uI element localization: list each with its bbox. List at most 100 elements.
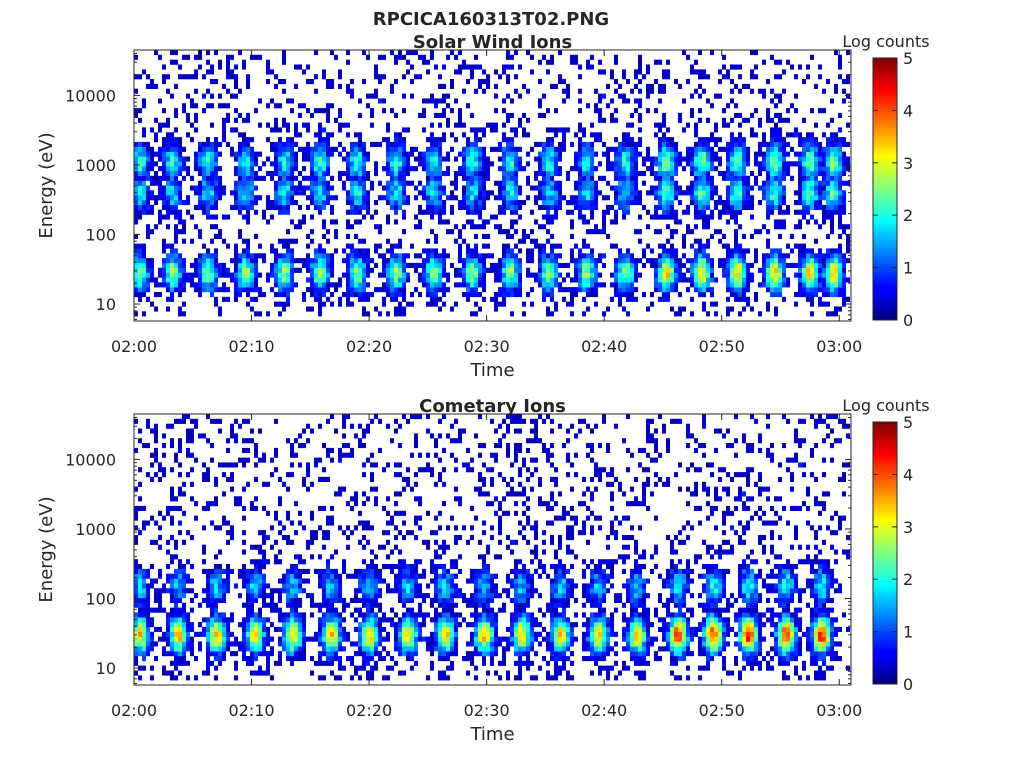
heatmap-cell	[574, 151, 578, 157]
heatmap-cell	[266, 137, 270, 143]
heatmap-cell	[442, 132, 446, 138]
heatmap-cell	[798, 267, 802, 273]
heatmap-cell	[434, 156, 438, 162]
heatmap-cell	[226, 141, 230, 147]
heatmap-cell	[566, 88, 570, 94]
heatmap-cell	[734, 296, 738, 302]
heatmap-cell	[238, 267, 242, 273]
heatmap-cell	[706, 166, 710, 172]
heatmap-cell	[242, 262, 246, 268]
heatmap-cell	[530, 258, 534, 264]
heatmap-cell	[214, 287, 218, 293]
heatmap-cell	[342, 185, 346, 191]
heatmap-cell	[510, 175, 514, 181]
heatmap-cell	[286, 190, 290, 196]
heatmap-cell	[146, 74, 150, 80]
heatmap-cell	[190, 651, 194, 657]
heatmap-cell	[526, 161, 530, 167]
heatmap-cell	[178, 486, 182, 492]
heatmap-cell	[386, 277, 390, 283]
heatmap-cell	[834, 132, 838, 138]
heatmap-cell	[630, 146, 634, 152]
heatmap-cell	[826, 146, 830, 152]
heatmap-cell	[590, 262, 594, 268]
heatmap-cell	[666, 190, 670, 196]
heatmap-cell	[282, 59, 286, 65]
heatmap-cell	[306, 151, 310, 157]
heatmap-cell	[694, 248, 698, 254]
heatmap-cell	[234, 282, 238, 288]
heatmap-cell	[574, 185, 578, 191]
heatmap-cell	[330, 79, 334, 85]
heatmap-cell	[694, 253, 698, 259]
heatmap-cell	[314, 195, 318, 201]
heatmap-cell	[814, 146, 818, 152]
heatmap-cell	[462, 88, 466, 94]
heatmap-cell	[426, 180, 430, 186]
heatmap-cell	[578, 151, 582, 157]
heatmap-cell	[646, 69, 650, 75]
heatmap-cell	[734, 219, 738, 225]
heatmap-cell	[350, 301, 354, 307]
heatmap-cell	[714, 122, 718, 128]
heatmap-cell	[214, 50, 218, 56]
heatmap-cell	[694, 267, 698, 273]
heatmap-cell	[138, 467, 142, 473]
heatmap-cell	[134, 204, 138, 210]
heatmap-cell	[678, 306, 682, 312]
heatmap-cell	[738, 282, 742, 288]
heatmap-cell	[226, 214, 230, 220]
heatmap-cell	[142, 200, 146, 206]
heatmap-cell	[742, 175, 746, 181]
heatmap-cell	[614, 151, 618, 157]
heatmap-cell	[150, 622, 154, 628]
heatmap-cell	[626, 98, 630, 104]
heatmap-cell	[446, 156, 450, 162]
heatmap-cell	[650, 166, 654, 172]
heatmap-cell	[422, 209, 426, 215]
heatmap-cell	[602, 282, 606, 288]
heatmap-cell	[346, 224, 350, 230]
heatmap-cell	[442, 200, 446, 206]
heatmap-cell	[766, 272, 770, 278]
heatmap-cell	[698, 209, 702, 215]
heatmap-cell	[654, 229, 658, 235]
heatmap-cell	[474, 209, 478, 215]
heatmap-cell	[282, 146, 286, 152]
heatmap-cell	[494, 93, 498, 99]
heatmap-cell	[302, 262, 306, 268]
heatmap-cell	[674, 195, 678, 201]
heatmap-cell	[670, 204, 674, 210]
heatmap-cell	[722, 209, 726, 215]
heatmap-cell	[746, 301, 750, 307]
heatmap-cell	[134, 146, 138, 152]
heatmap-cell	[470, 287, 474, 293]
heatmap-cell	[514, 74, 518, 80]
heatmap-cell	[462, 262, 466, 268]
heatmap-cell	[166, 282, 170, 288]
heatmap-cell	[618, 282, 622, 288]
heatmap-cell	[182, 583, 186, 589]
heatmap-cell	[586, 180, 590, 186]
heatmap-cell	[562, 146, 566, 152]
heatmap-cell	[498, 180, 502, 186]
heatmap-cell	[402, 185, 406, 191]
heatmap-cell	[414, 262, 418, 268]
heatmap-cell	[174, 262, 178, 268]
heatmap-cell	[694, 59, 698, 65]
heatmap-cell	[138, 117, 142, 123]
heatmap-cell	[482, 79, 486, 85]
heatmap-cell	[198, 292, 202, 298]
heatmap-cell	[418, 156, 422, 162]
heatmap-cell	[670, 262, 674, 268]
heatmap-cell	[162, 651, 166, 657]
heatmap-cell	[186, 156, 190, 162]
heatmap-cell	[626, 161, 630, 167]
heatmap-cell	[398, 166, 402, 172]
heatmap-cell	[350, 267, 354, 273]
heatmap-cell	[274, 190, 278, 196]
heatmap-cell	[594, 287, 598, 293]
heatmap-cell	[838, 161, 842, 167]
heatmap-cell	[290, 98, 294, 104]
heatmap-cell	[758, 166, 762, 172]
